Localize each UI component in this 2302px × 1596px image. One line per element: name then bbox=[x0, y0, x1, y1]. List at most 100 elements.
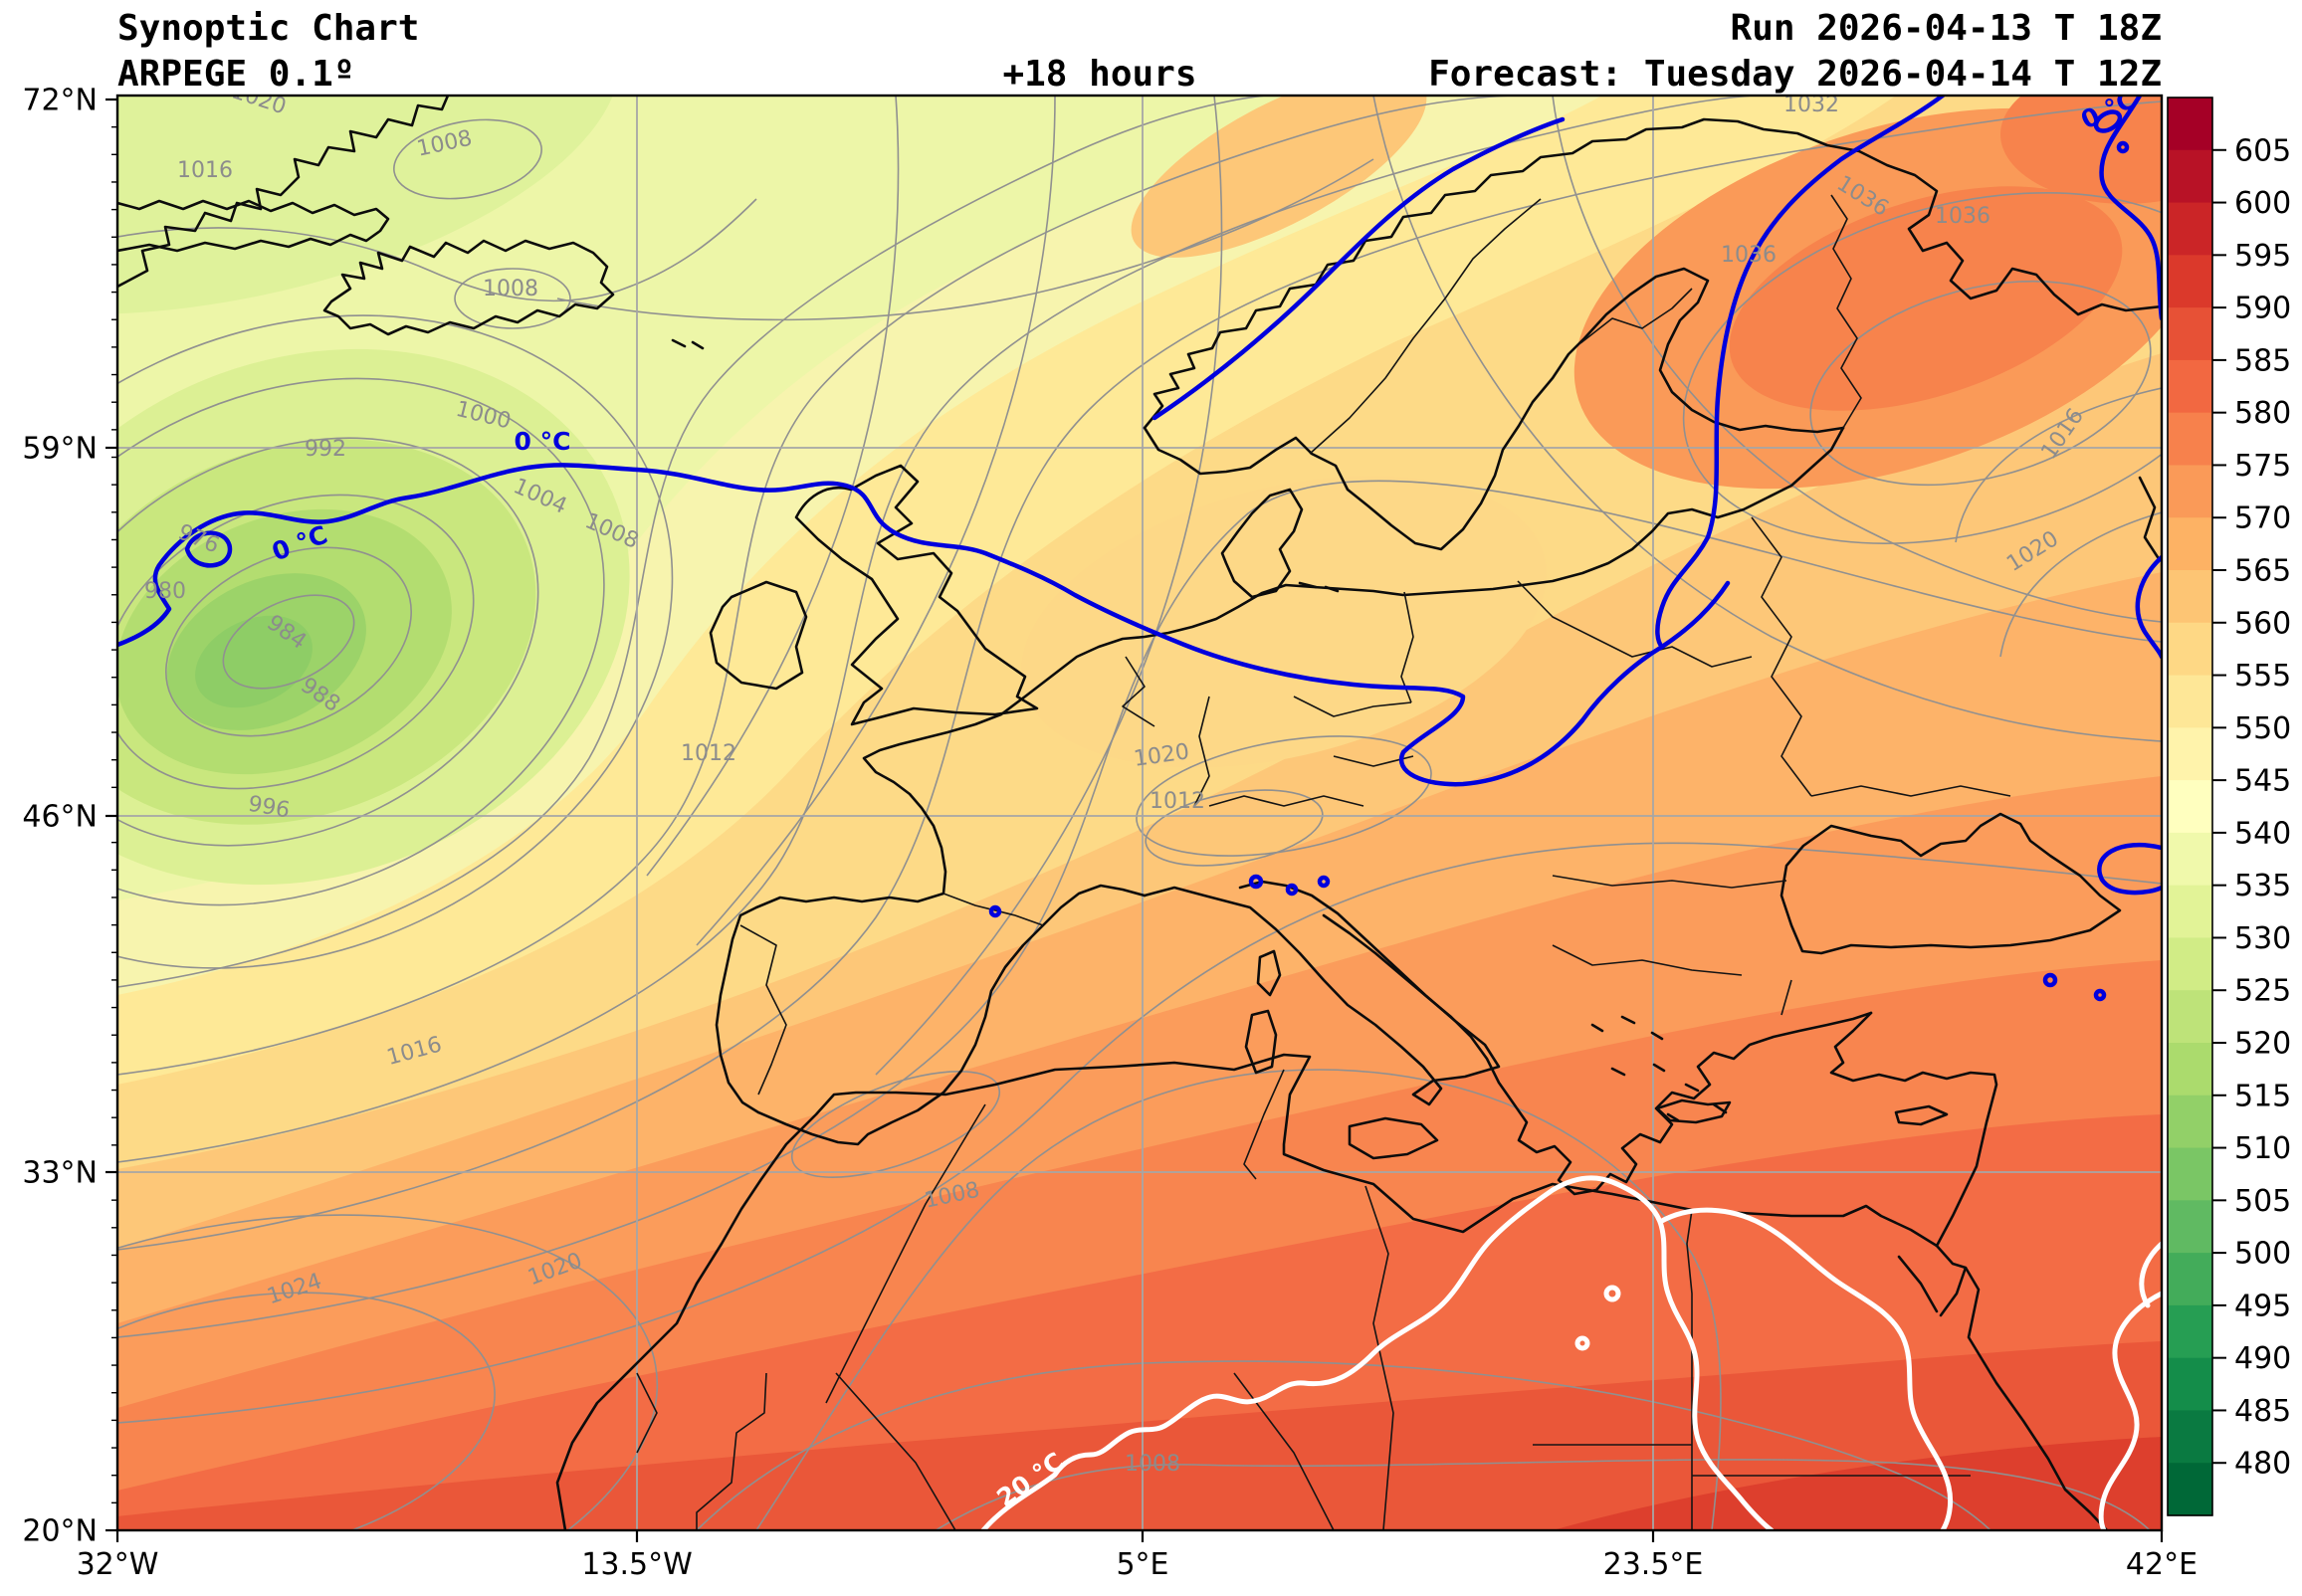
colorbar-tick-label: 510 bbox=[2234, 1131, 2291, 1166]
x-tick-label: 42°E bbox=[2126, 1547, 2197, 1582]
colorbar-tick-label: 485 bbox=[2234, 1394, 2291, 1429]
isobar-labels-item: 992 bbox=[305, 437, 346, 462]
lat-lon-grid bbox=[117, 96, 2162, 1530]
y-tick-label: 59°N bbox=[22, 432, 98, 467]
colorbar-block bbox=[2168, 359, 2212, 414]
isobar-labels-item: 1012 bbox=[681, 741, 736, 766]
zero-labels-item: 0 °C bbox=[515, 427, 571, 456]
colorbar-tick-label: 585 bbox=[2234, 343, 2291, 378]
colorbar-block bbox=[2168, 412, 2212, 467]
run-label: Run 2026-04-13 T 18Z bbox=[1731, 8, 2162, 49]
colorbar-tick-label: 605 bbox=[2234, 133, 2291, 168]
colorbar-block bbox=[2168, 937, 2212, 991]
coastlines-borders bbox=[117, 96, 2162, 1530]
coast-scandinavia-baltic bbox=[1143, 267, 1845, 551]
colorbar-block bbox=[2168, 1304, 2212, 1359]
isobar-labels-item: 1008 bbox=[1125, 1452, 1180, 1477]
border-no-se bbox=[1309, 198, 1542, 455]
colorbar-block bbox=[2168, 1410, 2212, 1464]
colorbar-tick-label: 500 bbox=[2234, 1237, 2291, 1272]
coast-crete bbox=[1655, 1098, 1732, 1124]
colorbar-tick-label: 490 bbox=[2234, 1341, 2291, 1376]
colorbar-block bbox=[2168, 307, 2212, 361]
colorbar-tick-label: 535 bbox=[2234, 869, 2291, 903]
border-iberia bbox=[739, 893, 1044, 1096]
colorbar-block bbox=[2168, 1043, 2212, 1097]
colorbar-tick-label: 525 bbox=[2234, 974, 2291, 1009]
colorbar-block bbox=[2168, 675, 2212, 728]
isobar-labels-item: 1008 bbox=[483, 277, 538, 301]
coast-iceland bbox=[322, 239, 615, 336]
y-tick-label: 33°N bbox=[22, 1156, 98, 1191]
isobar-labels-item: 980 bbox=[144, 579, 186, 604]
coast-greenland-south bbox=[117, 199, 390, 253]
border-fi-ru bbox=[1830, 194, 1862, 429]
colorbar-tick-label: 505 bbox=[2234, 1184, 2291, 1219]
colorbar-block bbox=[2168, 1200, 2212, 1254]
x-tick-label: 5°E bbox=[1116, 1547, 1168, 1582]
colorbar-block bbox=[2168, 780, 2212, 834]
colorbar: 605 600 595 590 585 580 575 570 565 560 555 550 545 5… bbox=[2167, 97, 2291, 1516]
colorbar-block bbox=[2168, 517, 2212, 571]
colorbar-block bbox=[2168, 727, 2212, 781]
colorbar-tick-label: 575 bbox=[2234, 449, 2291, 484]
zero-isotherm bbox=[117, 96, 2162, 1002]
y-axis-ticks: 72°N 59°N 46°N 33°N 20°N bbox=[22, 84, 117, 1549]
border-se-fi bbox=[1579, 288, 1693, 344]
model-label: ARPEGE 0.1º bbox=[117, 54, 354, 95]
colorbar-tick-label: 580 bbox=[2234, 396, 2291, 431]
x-axis-ticks: 32°W 13.5°W 5°E 23.5°E 42°E bbox=[77, 1530, 2197, 1582]
colorbar-tick-label: 550 bbox=[2234, 711, 2291, 746]
colorbar-tick-label: 555 bbox=[2234, 659, 2291, 694]
colorbar-block bbox=[2168, 1253, 2212, 1306]
isobar-labels-item: 1036 bbox=[1935, 204, 1990, 229]
isobar-contours bbox=[117, 96, 2162, 1530]
map-frame bbox=[115, 94, 2164, 1532]
coast-corsica bbox=[1256, 949, 1282, 997]
y-axis-minor-ticks bbox=[111, 125, 117, 1504]
colorbar-block bbox=[2168, 990, 2212, 1044]
colorbar-block bbox=[2168, 255, 2212, 308]
isobar-labels-item: 1012 bbox=[1150, 789, 1205, 814]
coast-scandinavia-atlantic bbox=[1143, 117, 2162, 430]
thickness-field bbox=[117, 96, 2162, 1530]
colorbar-tick-label: 480 bbox=[2234, 1447, 2291, 1482]
colorbar-block bbox=[2168, 1357, 2212, 1412]
coast-balkans-greece bbox=[1322, 913, 1873, 1196]
x-tick-label: 23.5°E bbox=[1603, 1547, 1704, 1582]
colorbar-blocks bbox=[2168, 98, 2212, 1516]
coast-italy bbox=[1143, 880, 1501, 1106]
coast-turkey bbox=[1829, 1011, 1998, 1248]
colorbar-tick-label: 520 bbox=[2234, 1027, 2291, 1062]
coast-caspian-bit bbox=[2138, 476, 2160, 559]
coast-cyprus bbox=[1894, 1104, 1949, 1126]
colorbar-tick-label: 600 bbox=[2234, 186, 2291, 221]
coast-sicily bbox=[1348, 1116, 1439, 1160]
chart-title: Synoptic Chart bbox=[117, 8, 419, 49]
colorbar-block bbox=[2168, 622, 2212, 677]
coast-faroes bbox=[671, 338, 705, 350]
coast-aegean-islands bbox=[1590, 1015, 1728, 1122]
colorbar-tick-label: 570 bbox=[2234, 501, 2291, 536]
colorbar-block bbox=[2168, 885, 2212, 939]
colorbar-block bbox=[2168, 1147, 2212, 1201]
y-tick-label: 72°N bbox=[22, 84, 98, 118]
forecast-label: Forecast: Tuesday 2026-04-14 T 12Z bbox=[1428, 54, 2162, 95]
colorbar-block bbox=[2168, 465, 2212, 518]
colorbar-tick-label: 530 bbox=[2234, 921, 2291, 956]
coast-north-africa bbox=[555, 1053, 1939, 1530]
colorbar-block bbox=[2168, 98, 2212, 151]
colorbar-block bbox=[2168, 832, 2212, 887]
twenty-isotherm bbox=[980, 1175, 2162, 1530]
coast-red-sea bbox=[1897, 1244, 2109, 1530]
y-tick-label: 46°N bbox=[22, 800, 98, 835]
colorbar-block bbox=[2168, 149, 2212, 204]
coast-greenland bbox=[117, 96, 450, 289]
colorbar-block bbox=[2168, 1095, 2212, 1149]
header: Synoptic Chart ARPEGE 0.1º +18 hours Run… bbox=[117, 8, 2162, 95]
border-central-europe bbox=[1122, 591, 1414, 807]
colorbar-block bbox=[2168, 570, 2212, 624]
